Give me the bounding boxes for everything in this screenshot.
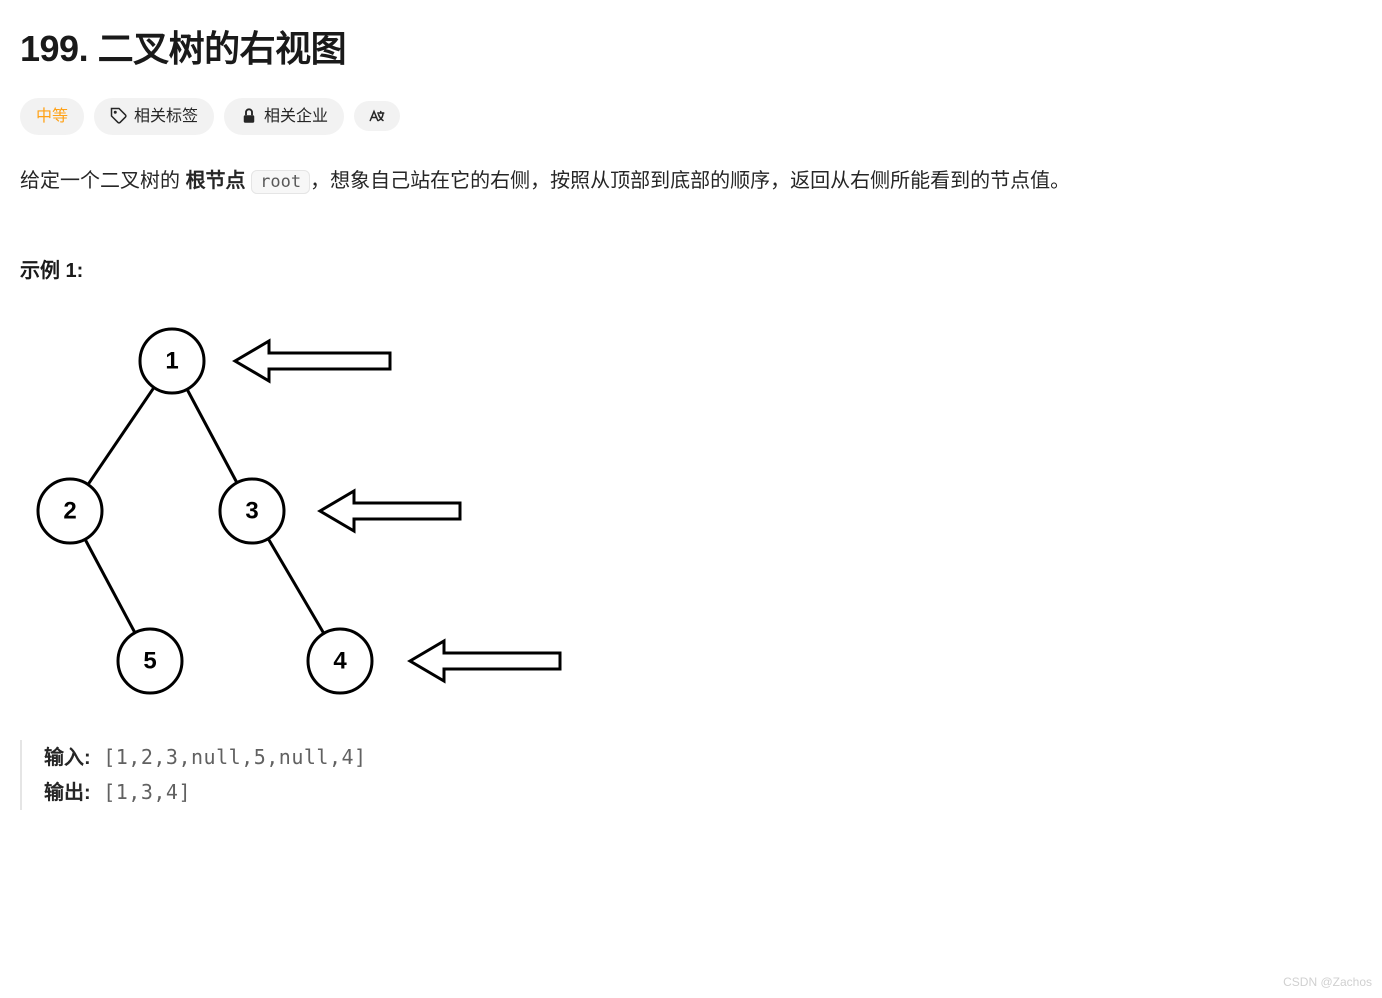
translate-pill[interactable] bbox=[354, 101, 400, 131]
svg-text:1: 1 bbox=[165, 348, 178, 375]
desc-suffix: ，想象自己站在它的右侧，按照从顶部到底部的顺序，返回从右侧所能看到的节点值。 bbox=[310, 170, 1070, 192]
companies-pill[interactable]: 相关企业 bbox=[224, 98, 344, 136]
example-heading: 示例 1: bbox=[20, 255, 1362, 287]
input-line: 输入: [1,2,3,null,5,null,4] bbox=[44, 740, 1362, 775]
desc-bold: 根节点 bbox=[186, 170, 246, 192]
tags-pill[interactable]: 相关标签 bbox=[94, 98, 214, 136]
svg-text:4: 4 bbox=[333, 648, 347, 675]
tag-icon bbox=[110, 107, 128, 125]
input-value: [1,2,3,null,5,null,4] bbox=[91, 745, 367, 769]
desc-prefix: 给定一个二叉树的 bbox=[20, 170, 186, 192]
output-label: 输出: bbox=[44, 782, 91, 804]
svg-text:2: 2 bbox=[63, 498, 76, 525]
tree-diagram: 1 2 3 5 4 bbox=[20, 311, 1362, 720]
input-label: 输入: bbox=[44, 747, 91, 769]
problem-description: 给定一个二叉树的 根节点 root，想象自己站在它的右侧，按照从顶部到底部的顺序… bbox=[20, 163, 1362, 199]
svg-text:3: 3 bbox=[245, 498, 258, 525]
difficulty-pill[interactable]: 中等 bbox=[20, 98, 84, 136]
watermark: CSDN @Zachos bbox=[1283, 973, 1372, 992]
svg-text:5: 5 bbox=[143, 648, 156, 675]
lock-icon bbox=[240, 107, 258, 125]
translate-icon bbox=[368, 107, 386, 125]
tags-pill-label: 相关标签 bbox=[134, 104, 198, 130]
tree-svg: 1 2 3 5 4 bbox=[20, 311, 580, 711]
companies-pill-label: 相关企业 bbox=[264, 104, 328, 130]
output-value: [1,3,4] bbox=[91, 780, 191, 804]
meta-pill-row: 中等 相关标签 相关企业 bbox=[20, 98, 1362, 136]
example-io: 输入: [1,2,3,null,5,null,4] 输出: [1,3,4] bbox=[20, 740, 1362, 810]
output-line: 输出: [1,3,4] bbox=[44, 775, 1362, 810]
problem-title: 199. 二叉树的右视图 bbox=[20, 20, 1362, 78]
inline-code-root: root bbox=[251, 170, 310, 194]
